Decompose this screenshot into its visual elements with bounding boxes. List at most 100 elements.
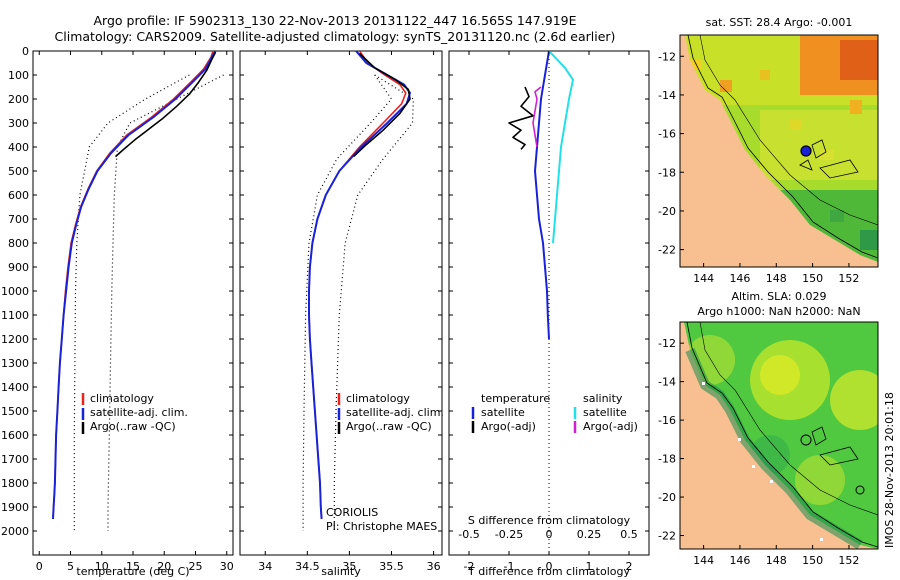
x-tick-label: 34.5 (295, 560, 320, 573)
y-tick-label: 800 (8, 237, 29, 250)
legend-title-temperature: temperature (481, 392, 550, 405)
y-tick-label: 300 (8, 117, 29, 130)
y-tick-label: 700 (8, 213, 29, 226)
map-y-tick-label: -16 (658, 128, 676, 141)
map-x-tick-label: 146 (729, 272, 750, 285)
y-tick-label: 600 (8, 189, 29, 202)
y-tick-label: 1800 (1, 477, 29, 490)
y-tick-label: 1400 (1, 381, 29, 394)
salinity-axes (239, 50, 443, 556)
legend-label-argo-t: Argo(-adj) (481, 420, 536, 433)
map-y-tick-label: -22 (658, 244, 676, 257)
salinity-xlabel: salinity (321, 565, 361, 578)
temperature-legend: climatology satellite-adj. clim. Argo(..… (81, 392, 188, 434)
x-tick-label: 25 (189, 560, 203, 573)
envelope-line (333, 74, 415, 531)
x-tick-label: 5 (67, 560, 74, 573)
x-tick-label: 15 (126, 560, 140, 573)
temperature-xlabel: temperature (deg C) (76, 565, 189, 578)
map-x-tick-label: 152 (838, 554, 859, 567)
map-x-tick-label: 146 (729, 554, 750, 567)
y-tick-label: 1700 (1, 453, 29, 466)
sla-map-image (680, 322, 878, 549)
map-y-tick-label: -14 (658, 376, 676, 389)
series-line-argo (353, 52, 411, 158)
y-tick-label: 1900 (1, 501, 29, 514)
x2-tick-label: -0.5 (458, 528, 479, 541)
series-line-argo_adj_sal (532, 86, 542, 148)
sla-map-title-line2: Argo h1000: NaN h2000: NaN (697, 305, 860, 318)
envelope-line (302, 74, 393, 531)
x-tick-label: -2 (464, 560, 475, 573)
sst-map-image (680, 35, 878, 267)
difference-panel: -2 -1 0 1 2 -0.5 -0.25 0 0.25 0.5 T difference f… (448, 50, 650, 578)
x-tick-label: 34 (258, 560, 272, 573)
x-tick-label: 10 (95, 560, 109, 573)
series-line-argo (508, 86, 534, 150)
figure-title-line1: Argo profile: IF 5902313_130 22-Nov-2013… (93, 13, 576, 28)
y-tick-label: 400 (8, 141, 29, 154)
difference-legend: temperature salinity satellite Argo(-adj… (471, 392, 638, 433)
credit-text: IMOS 28-Nov-2013 20:01:18 (883, 392, 896, 548)
x2-tick-label: 0.5 (620, 528, 638, 541)
salinity-panel: 34 34.5 35 35.5 36 salinity climatology sate… (239, 50, 444, 578)
x-tick-label: 2 (626, 560, 633, 573)
map-x-tick-label: 150 (802, 272, 823, 285)
map-y-tick-label: -18 (658, 453, 676, 466)
map-y-tick-label: -14 (658, 89, 676, 102)
legend-title-salinity: salinity (583, 392, 623, 405)
x-tick-label: 0 (546, 560, 553, 573)
legend-label-argo: Argo(..raw -QC) (346, 420, 432, 433)
sst-map-title: sat. SST: 28.4 Argo: -0.001 (706, 16, 853, 29)
temperature-axes (32, 50, 234, 556)
legend-label-satellite: satellite-adj. clim. (90, 406, 188, 419)
series-line-argo (114, 51, 217, 158)
legend-label-satellite: satellite-adj. clim. (346, 406, 444, 419)
x-tick-label: 20 (157, 560, 171, 573)
x-tick-label: 35.5 (379, 560, 404, 573)
annotation-coriolis: CORIOLIS (326, 506, 378, 519)
y-tick-label: 1500 (1, 405, 29, 418)
y-tick-label: 1200 (1, 333, 29, 346)
envelope-line (107, 74, 224, 531)
y-tick-label: 1300 (1, 357, 29, 370)
y-tick-label: 200 (8, 93, 29, 106)
legend-label-argo-s: Argo(-adj) (583, 420, 638, 433)
map-y-tick-label: -12 (658, 50, 676, 63)
y-tick-label: 900 (8, 261, 29, 274)
difference-xlabel: T difference from climatology (467, 565, 630, 578)
x-tick-label: 36 (427, 560, 441, 573)
y-tick-label: 1600 (1, 429, 29, 442)
map-y-tick-label: -18 (658, 166, 676, 179)
salinity-legend: climatology satellite-adj. clim. Argo(..… (337, 392, 444, 434)
x-tick-label: 35 (342, 560, 356, 573)
y-tick-label: 100 (8, 69, 29, 82)
x-tick-label: 0 (36, 560, 43, 573)
map-y-tick-label: -16 (658, 414, 676, 427)
legend-label-argo: Argo(..raw -QC) (90, 420, 176, 433)
map-x-tick-label: 144 (693, 554, 714, 567)
map-y-tick-label: -20 (658, 205, 676, 218)
x2-tick-label: 0.25 (577, 528, 602, 541)
map-x-tick-label: 144 (693, 272, 714, 285)
map-y-tick-label: -22 (658, 530, 676, 543)
series-line-sat_salinity (548, 51, 574, 244)
legend-label-climatology: climatology (90, 392, 154, 405)
x-tick-label: 1 (586, 560, 593, 573)
figure-title-line2: Climatology: CARS2009. Satellite-adjuste… (55, 29, 616, 44)
legend-label-satellite-s: satellite (583, 406, 627, 419)
legend-label-satellite-t: satellite (481, 406, 525, 419)
y-tick-label: 2000 (1, 525, 29, 538)
sst-map-panel: sat. SST: 28.4 Argo: -0.001 (658, 16, 879, 285)
x-tick-label: 30 (220, 560, 234, 573)
x2-tick-label: -0.25 (495, 528, 523, 541)
y-tick-label: 500 (8, 165, 29, 178)
x2-tick-label: 0 (546, 528, 553, 541)
y-tick-label: 0 (22, 45, 29, 58)
sla-map-title-line1: Altim. SLA: 0.029 (731, 290, 826, 303)
x-tick-label: -1 (504, 560, 515, 573)
y-tick-label: 1000 (1, 285, 29, 298)
map-x-tick-label: 150 (802, 554, 823, 567)
series-line-satellite (52, 51, 217, 520)
